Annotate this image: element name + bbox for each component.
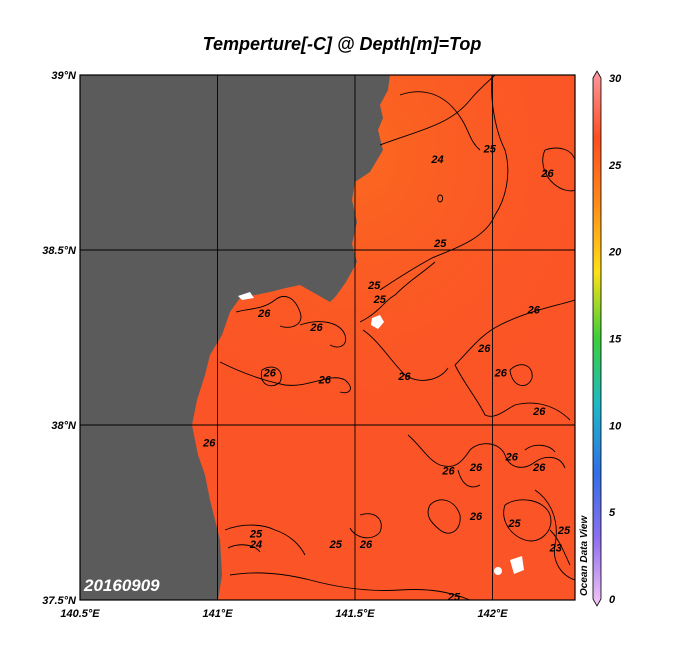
contour-label: 26 <box>527 305 541 317</box>
contour-label: 26 <box>359 539 373 551</box>
contour-label: 26 <box>397 371 411 383</box>
colorbar-tick-label: 0 <box>609 594 616 606</box>
date-label: 20160909 <box>83 576 160 595</box>
y-tick-label: 38°N <box>51 420 77 432</box>
colorbar-tick-label: 30 <box>609 73 622 85</box>
y-tick-label: 37.5°N <box>42 595 77 607</box>
contour-label: 25 <box>447 592 461 604</box>
contour-label: 26 <box>309 322 323 334</box>
colorbar-tick-label: 15 <box>609 334 622 346</box>
colorbar-tick-label: 5 <box>609 507 616 519</box>
contour-label: 25 <box>483 144 497 156</box>
contour-label: 26 <box>540 168 554 180</box>
contour-label: 26 <box>441 466 455 478</box>
contour-label: 26 <box>532 462 546 474</box>
contour-label: 26 <box>469 511 483 523</box>
no-data-patch <box>510 556 524 574</box>
contour-label: 25 <box>557 525 571 537</box>
contour-label: 26 <box>202 438 216 450</box>
contour-label: 25 <box>373 294 387 306</box>
colorbar: 0 5 10 15 20 25 30 <box>592 70 622 607</box>
contour-label: 25 <box>367 280 381 292</box>
contour-label: 26 <box>469 462 483 474</box>
contour-label: 25 <box>249 529 263 541</box>
contour-label: 23 <box>549 543 562 555</box>
y-tick-label: 39°N <box>51 70 77 82</box>
contour-label: 25 <box>507 518 521 530</box>
contour-label: 24 <box>430 154 443 166</box>
x-tick-label: 142°E <box>477 608 508 620</box>
land-mass <box>80 75 390 600</box>
x-tick-label: 141°E <box>202 608 233 620</box>
contour-label: 26 <box>494 368 508 380</box>
contour-label: 24 <box>249 539 262 551</box>
contour-label: 26 <box>505 452 519 464</box>
contour-label: 26 <box>257 308 271 320</box>
no-data-patch <box>494 567 502 575</box>
contour-label: 26 <box>532 406 546 418</box>
colorbar-tick-label: 20 <box>608 247 622 259</box>
contour-lines <box>219 75 575 600</box>
colorbar-tick-label: 10 <box>609 420 622 432</box>
colorbar-gradient <box>592 70 602 607</box>
contour-label: 25 <box>433 238 447 250</box>
plot-frame <box>79 74 576 601</box>
ocean-data-view-watermark: Ocean Data View <box>579 515 590 596</box>
x-tick-label: 141.5°E <box>335 608 375 620</box>
contour-label: 26 <box>318 375 332 387</box>
no-data-patch <box>371 315 384 329</box>
colorbar-tick-label: 25 <box>608 160 622 172</box>
contour-label: 26 <box>263 368 277 380</box>
y-tick-label: 38.5°N <box>42 245 77 257</box>
x-tick-label: 140.5°E <box>60 608 100 620</box>
chart-title: Temperture[-C] @ Depth[m]=Top <box>202 34 482 54</box>
no-data-patch <box>238 292 254 300</box>
contour-label: 26 <box>477 343 491 355</box>
contour-label: 25 <box>329 539 343 551</box>
